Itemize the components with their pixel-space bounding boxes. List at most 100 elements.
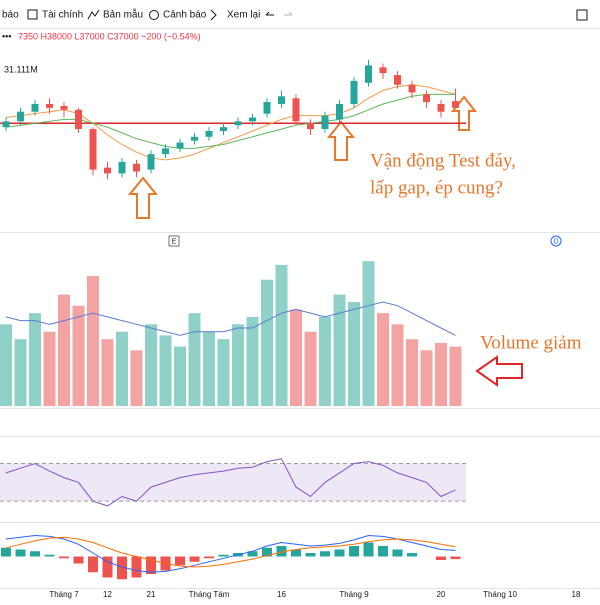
candle-body [205, 131, 213, 137]
macd-hist [88, 556, 98, 573]
macd-hist [1, 547, 11, 557]
annotation: lấp gap, ép cung? [370, 177, 503, 198]
x-tick-label: Tháng 7 [49, 590, 79, 599]
candle-body [75, 109, 82, 130]
macd-hist [218, 554, 229, 557]
up-arrow [127, 176, 159, 219]
volume-bar [420, 350, 433, 406]
candle-body [104, 167, 111, 174]
macd-hist [73, 556, 84, 564]
candle-body [191, 136, 198, 141]
volume-bar [58, 294, 70, 406]
left-arrow [475, 355, 523, 387]
line [5, 301, 456, 336]
macd-hist [247, 551, 258, 557]
macd-hist [378, 546, 388, 557]
candle-body [394, 75, 401, 85]
volume-bar [43, 331, 56, 406]
candle-body [31, 104, 39, 112]
toolbar-item[interactable]: Tài chính [42, 10, 83, 21]
macd-hist [175, 556, 185, 566]
macd-hist [334, 549, 345, 557]
toolbar [0, 0, 600, 28]
volume-bar [14, 339, 27, 406]
macd-hist [276, 546, 287, 557]
candle-body [379, 67, 387, 74]
x-tick-label: 20 [437, 590, 446, 599]
candle-body [234, 121, 242, 126]
candle-body [46, 104, 53, 108]
volume-bar [174, 346, 186, 406]
volume-bar [406, 339, 418, 406]
icon [27, 9, 38, 20]
icon [87, 9, 100, 20]
volume-bar [449, 346, 462, 406]
macd-hist [204, 556, 214, 559]
volume-bar [217, 339, 230, 406]
volume-bar [116, 331, 128, 406]
macd-hist [436, 556, 446, 560]
macd-hist [59, 556, 69, 559]
volume-bar [87, 276, 99, 406]
volume-bar [72, 305, 85, 406]
volume-bar [232, 324, 244, 406]
candle-body [2, 121, 10, 128]
macd-hist [146, 556, 156, 574]
volume-bar [101, 339, 114, 406]
macd-hist [131, 556, 142, 578]
icon[interactable] [576, 9, 588, 21]
x-tick-label: 18 [572, 590, 581, 599]
volume-bar [246, 316, 259, 406]
volume-bar [348, 302, 360, 406]
event-label: E [172, 238, 177, 245]
volume-bar [304, 331, 317, 406]
event-marker[interactable] [550, 235, 562, 247]
candle-body [60, 105, 68, 110]
undo[interactable] [265, 11, 274, 16]
x-tick-label: 12 [103, 590, 112, 599]
candle-body [437, 104, 445, 112]
volume-bar [188, 313, 201, 406]
volume-bar [319, 316, 331, 406]
candle-body [307, 123, 314, 130]
macd-hist [349, 546, 359, 557]
ohlc-info: 7350 H38000 L37000 C37000 −200 (−0.54%) [18, 31, 201, 41]
toolbar-item[interactable]: Bản mẫu [103, 8, 143, 21]
macd-hist [450, 556, 461, 560]
volume-bar [290, 309, 302, 406]
candle-body [336, 104, 343, 120]
redo[interactable] [284, 11, 293, 16]
x-tick-label: Tháng 9 [339, 590, 369, 599]
macd-hist [102, 556, 113, 578]
volume-bar [391, 324, 404, 406]
icon [210, 9, 217, 21]
arrows [127, 95, 523, 387]
toolbar-item[interactable]: báo [2, 10, 19, 21]
event-marker[interactable] [168, 235, 180, 247]
volume-bar [29, 313, 41, 406]
volume-bar [333, 294, 346, 406]
icon [149, 10, 159, 20]
line [5, 84, 456, 161]
volume-bar [377, 313, 389, 406]
volume-bar [435, 342, 447, 406]
toolbar-item[interactable]: Xem lại [227, 10, 260, 21]
macd-hist [262, 547, 272, 557]
volume-bar [0, 324, 12, 406]
macd-hist [392, 549, 403, 557]
macd-hist [363, 542, 374, 557]
up-arrow [326, 120, 356, 161]
line [5, 534, 456, 573]
candle-body [452, 101, 459, 108]
volume-label: 31.111M [4, 64, 38, 74]
macd-hist [44, 554, 55, 557]
candle-body [89, 129, 97, 170]
annotation: Vận động Test đáy, [370, 150, 516, 171]
candle-body [278, 96, 285, 104]
volume-bar [203, 331, 215, 406]
candle-body [408, 84, 416, 93]
macd-hist [15, 549, 26, 557]
line [5, 93, 456, 149]
toolbar-item[interactable]: Cảnh báo [163, 10, 207, 21]
